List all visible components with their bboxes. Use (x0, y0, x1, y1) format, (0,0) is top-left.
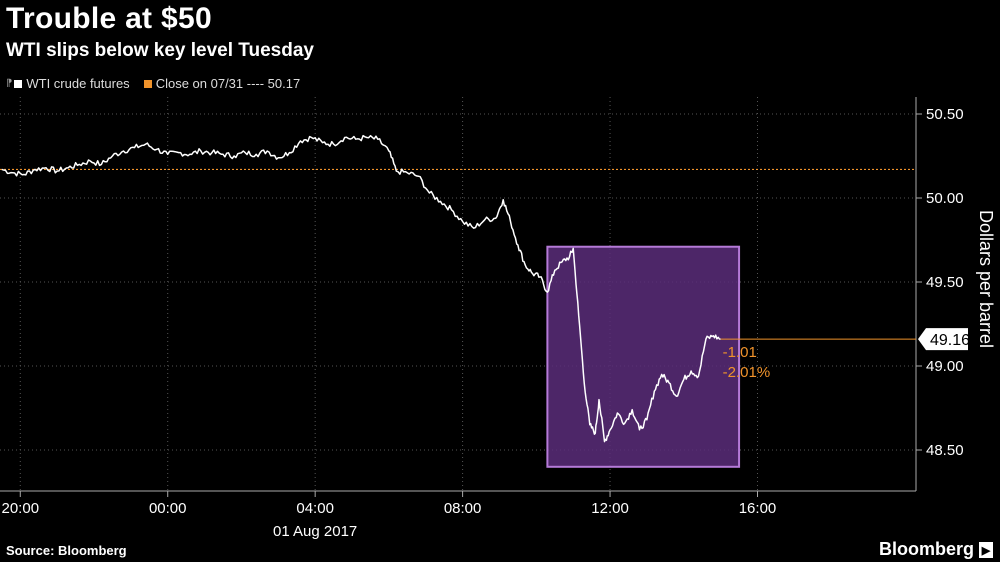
x-date-label: 01 Aug 2017 (273, 523, 357, 540)
highlight-box (546, 245, 741, 468)
x-tick-label: 04:00 (296, 500, 334, 517)
change-pct-label: -2.01% (723, 364, 771, 381)
chart-subtitle: WTI slips below key level Tuesday (6, 40, 314, 61)
legend-swatch-orange (143, 79, 152, 88)
y-tick-label: 49.00 (926, 358, 964, 375)
legend-item-close: Close on 07/31 ---- 50.17 (143, 76, 301, 91)
x-tick-label: 08:00 (444, 500, 482, 517)
brand-mark-icon: ▶ (979, 542, 993, 558)
last-value-label: 49.16 (930, 332, 970, 349)
pin-icon: ⁋ (6, 78, 13, 89)
legend-swatch-white (14, 79, 23, 88)
y-axis-title: Dollars per barrel (976, 210, 996, 348)
y-tick-label: 48.50 (926, 442, 964, 459)
brand-logo: Bloomberg (878, 539, 974, 559)
x-tick-label: 00:00 (149, 500, 187, 517)
legend-series-label: WTI crude futures (26, 76, 130, 91)
y-tick-label: 50.00 (926, 190, 964, 207)
legend-close-label: Close on 07/31 ---- 50.17 (155, 76, 301, 91)
y-tick-label: 49.50 (926, 274, 964, 291)
legend-item-series: ⁋ WTI crude futures (6, 76, 130, 91)
last-value-tag (918, 328, 968, 351)
legend: ⁋ WTI crude futures Close on 07/31 ---- … (6, 76, 310, 91)
x-tick-label: 16:00 (739, 500, 777, 517)
source-note: Source: Bloomberg (6, 543, 127, 558)
series-line (1, 134, 721, 443)
y-tick-label: 50.50 (926, 106, 964, 123)
change-abs-label: -1.01 (723, 344, 757, 361)
x-tick-label: 20:00 (2, 500, 40, 517)
x-tick-label: 12:00 (591, 500, 629, 517)
chart-title: Trouble at $50 (6, 2, 212, 35)
